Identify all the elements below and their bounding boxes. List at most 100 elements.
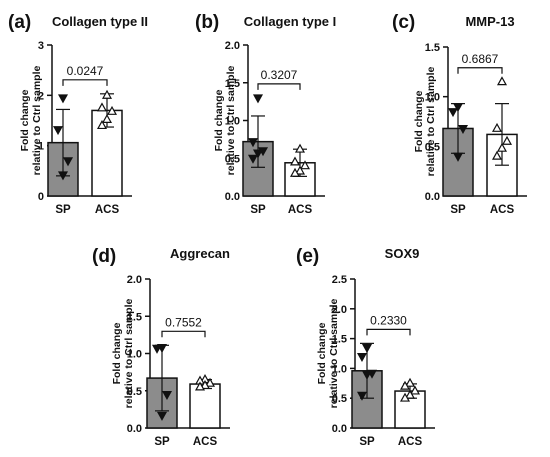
- data-point: [404, 377, 416, 387]
- data-point: [204, 377, 216, 387]
- data-point: [161, 390, 173, 401]
- y-tick-label: 0.5: [225, 153, 240, 165]
- data-point: [404, 389, 416, 399]
- y-axis-label: Fold change: [19, 89, 31, 151]
- data-point: [491, 150, 503, 160]
- y-axis-label: Fold change: [213, 89, 225, 151]
- chart-title: Collagen type I: [244, 14, 336, 29]
- x-tick-label: ACS: [193, 436, 218, 448]
- panel-label: (e): [296, 246, 319, 267]
- data-point: [247, 154, 259, 164]
- data-point: [399, 392, 411, 402]
- p-value-label: 0.7552: [165, 315, 202, 329]
- data-point: [496, 76, 508, 86]
- y-tick-label: 1.0: [425, 92, 440, 104]
- data-point: [252, 149, 264, 159]
- y-tick-label: 0.0: [425, 191, 440, 203]
- data-point: [491, 122, 503, 132]
- y-tick-label: 1.5: [225, 78, 240, 90]
- data-point: [356, 353, 368, 363]
- data-point: [62, 157, 74, 167]
- data-point: [294, 165, 306, 175]
- x-tick-label: ACS: [490, 204, 515, 216]
- chart-panel: (c) MMP-13 Fold change relative to Ctrl sam…: [392, 12, 527, 216]
- p-value-label: 0.0247: [67, 64, 104, 78]
- data-point: [57, 94, 69, 104]
- significance-bracket: [257, 83, 301, 90]
- y-axis-label: relative to Ctrl sample: [31, 65, 43, 175]
- chart-title: SOX9: [385, 246, 420, 261]
- data-point: [361, 344, 373, 354]
- data-point: [289, 167, 301, 177]
- panel-label: (d): [92, 246, 116, 267]
- data-point: [57, 171, 69, 181]
- y-axis-label: Fold change: [111, 322, 123, 384]
- y-axis-label: Fold change: [413, 90, 425, 152]
- data-point: [452, 152, 464, 162]
- data-point: [194, 381, 206, 391]
- data-point: [409, 385, 421, 395]
- y-tick-label: 2.0: [225, 40, 240, 52]
- panel-label: (c): [392, 12, 415, 33]
- x-tick-label: SP: [359, 436, 375, 448]
- chart-panel: (d) Aggrecan Fold change relative to Ctrl s…: [92, 246, 230, 448]
- data-point: [399, 380, 411, 390]
- data-point: [457, 124, 469, 135]
- y-axis-label: Fold change: [316, 322, 328, 384]
- y-tick-label: 0.0: [332, 423, 347, 435]
- y-axis-label: relative to Ctrl sample: [425, 66, 437, 176]
- chart-title: Aggrecan: [170, 246, 230, 261]
- y-tick-label: 1.0: [332, 363, 347, 375]
- x-tick-label: SP: [154, 436, 170, 448]
- panel-label: (b): [195, 12, 219, 33]
- data-point: [289, 156, 301, 166]
- x-tick-label: SP: [250, 204, 266, 216]
- x-tick-label: SP: [55, 204, 71, 216]
- y-tick-label: 1.5: [127, 311, 142, 323]
- y-tick-label: 0.5: [332, 393, 347, 405]
- chart-panel: (b) Collagen type I Fold change relative to…: [195, 12, 336, 216]
- x-tick-label: ACS: [398, 436, 423, 448]
- significance-bracket: [161, 330, 206, 338]
- data-point: [361, 370, 373, 380]
- data-point: [356, 391, 368, 401]
- chart-panel: (a) Collagen type II Fold change relative t…: [8, 12, 148, 216]
- data-point: [199, 379, 211, 390]
- chart-title: Collagen type II: [52, 14, 148, 29]
- data-point: [501, 135, 513, 145]
- p-value-label: 0.3207: [261, 68, 298, 82]
- data-point: [496, 142, 508, 152]
- data-point: [151, 344, 163, 354]
- data-point: [106, 105, 118, 115]
- data-point: [96, 102, 108, 112]
- y-tick-label: 1.0: [225, 116, 240, 128]
- y-tick-label: 1.5: [332, 334, 347, 346]
- y-tick-label: 0: [38, 191, 44, 203]
- data-point: [299, 160, 311, 170]
- y-tick-label: 3: [38, 40, 44, 52]
- significance-bracket: [457, 67, 503, 74]
- data-point: [156, 411, 168, 421]
- data-point: [447, 108, 459, 118]
- y-tick-label: 1.0: [127, 349, 142, 361]
- bar: [189, 383, 221, 429]
- data-point: [96, 119, 108, 130]
- x-tick-label: ACS: [288, 204, 313, 216]
- y-tick-label: 0.5: [425, 141, 440, 153]
- panel-label: (a): [8, 12, 31, 33]
- significance-bracket: [366, 328, 411, 336]
- y-axis-label: relative to Ctrl sample: [123, 298, 135, 408]
- p-value-label: 0.2330: [370, 313, 407, 327]
- data-point: [252, 94, 264, 104]
- data-point: [52, 126, 64, 136]
- p-value-label: 0.6867: [462, 52, 499, 66]
- data-point: [294, 143, 306, 153]
- y-axis-label: relative to Ctrl sample: [225, 65, 237, 175]
- x-tick-label: SP: [450, 204, 466, 216]
- y-tick-label: 2: [38, 90, 44, 102]
- y-tick-label: 0.0: [127, 423, 142, 435]
- y-tick-label: 1.5: [425, 42, 440, 54]
- bar: [91, 109, 123, 197]
- chart-panel: (e) SOX9 Fold change relative to Ctrl sampl…: [296, 246, 435, 448]
- data-point: [247, 138, 259, 148]
